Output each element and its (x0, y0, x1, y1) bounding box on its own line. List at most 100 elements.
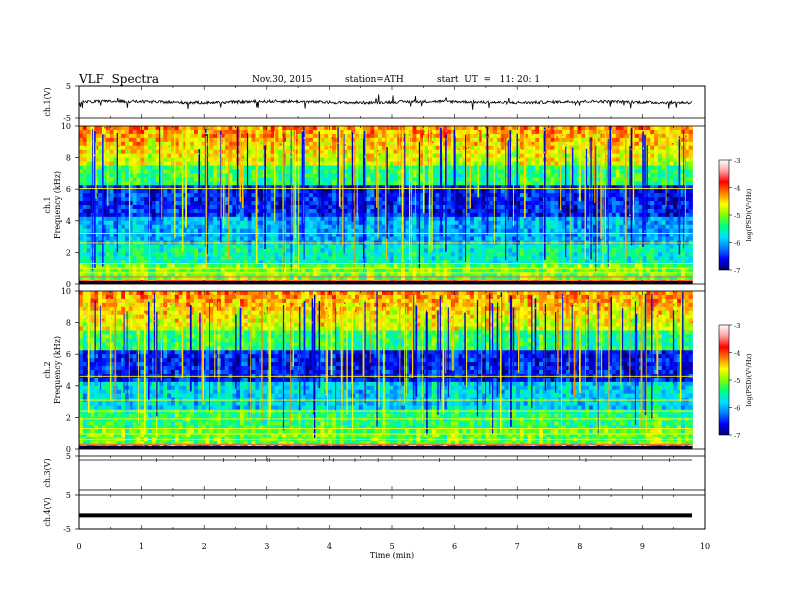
spectrogram-cell (148, 228, 153, 234)
spectrogram-cell (109, 244, 114, 249)
spectrogram-cell (531, 244, 536, 249)
spectrogram-cell (213, 236, 218, 241)
spectrogram-cell (171, 169, 176, 174)
spectrogram-cell (309, 129, 314, 135)
spectrogram-cell (301, 256, 306, 261)
spectrogram-cell (412, 208, 417, 214)
spectrogram-cell (247, 224, 252, 230)
spectrogram-cell (424, 272, 429, 277)
spectrogram-cell (174, 276, 180, 281)
spectrogram-cell (232, 232, 237, 237)
spectrogram-cell (370, 181, 375, 186)
spectrogram-cell (144, 244, 149, 249)
spectrogram-cell (144, 201, 149, 206)
spectrogram-cell (550, 201, 555, 206)
spectrogram-cell (470, 177, 475, 182)
spectrogram-cell (504, 173, 509, 178)
spectrogram-cell (366, 177, 371, 182)
spectrogram-cell (454, 177, 459, 182)
spectrogram-cell (174, 153, 180, 158)
spectrogram-cell (286, 228, 291, 234)
spectrogram-cell (263, 268, 268, 273)
spectrogram-cell (473, 149, 479, 155)
spectrogram-cell (531, 165, 536, 170)
spectrogram-cell (98, 137, 103, 143)
spectrogram-cell (477, 137, 482, 143)
spectrogram-cell (447, 126, 452, 131)
spectrogram-cell (82, 276, 88, 281)
spectrogram-cell (228, 193, 233, 198)
spectrogram-cell (470, 236, 475, 241)
spectrogram-cell (531, 256, 536, 261)
spectrogram-cell (473, 260, 479, 265)
spectrogram-cell (397, 272, 402, 277)
spectrogram-cell (527, 205, 532, 210)
spectrogram-cell (140, 260, 145, 265)
spectrogram-cell (174, 201, 180, 206)
spectrogram-cell (82, 205, 88, 210)
spectrogram-cell (523, 153, 528, 158)
spectrogram-cell (79, 256, 84, 261)
spectrogram-cell (217, 264, 222, 269)
spectrogram-cell (224, 272, 229, 277)
spectrogram-cell (458, 173, 463, 178)
spectrogram-cell (385, 248, 390, 253)
spectrogram-cell (228, 268, 233, 273)
spectrogram-cell (516, 129, 521, 135)
spectrogram-cell (167, 185, 172, 190)
spectrogram-cell (82, 157, 88, 162)
spectrogram-cell (213, 224, 218, 230)
spectrogram-cell (209, 205, 214, 210)
spectrogram-cell (259, 256, 264, 261)
spectrogram-cell (374, 264, 379, 269)
spectrogram-cell (450, 137, 456, 143)
spectrogram-cell (481, 256, 486, 261)
spectrogram-cell (424, 161, 429, 166)
spectrogram-cell (121, 141, 126, 147)
spectrogram-cell (458, 232, 463, 237)
spectrogram-cell (427, 248, 433, 253)
spectrogram-cell (163, 189, 168, 194)
spectrogram-cell (259, 145, 264, 151)
spectrogram-cell (404, 232, 410, 237)
spectrogram-cell (500, 177, 505, 182)
spectrogram-cell (320, 244, 325, 249)
spectrogram-cell (113, 181, 118, 186)
spectrogram-cell (136, 185, 141, 190)
spectrogram-cell (113, 224, 118, 230)
spectrogram-cell (554, 181, 559, 186)
spectrogram-cell (278, 264, 283, 269)
spectrogram-cell (339, 157, 344, 162)
spectrogram-cell (113, 169, 118, 174)
spectrogram-cell (416, 129, 421, 135)
spectrogram-cell (209, 137, 214, 143)
spectrogram-cell (282, 256, 287, 261)
spectrogram-cell (309, 264, 314, 269)
spectrogram-cell (217, 220, 222, 226)
spectrogram-cell (79, 141, 84, 147)
spectrogram-cell (374, 260, 379, 265)
spectrogram-cell (270, 185, 275, 190)
spectrogram-cell (201, 224, 206, 230)
spectrogram-cell (347, 161, 352, 166)
spectrogram-cell (174, 177, 180, 182)
spectrogram-cell (159, 232, 164, 237)
spectrogram-cell (309, 256, 314, 261)
spectrogram-cell (374, 268, 379, 273)
spectrogram-cell (519, 129, 525, 135)
spectrogram-cell (439, 232, 444, 237)
spectrogram-cell (163, 232, 168, 237)
spectrogram-cell (167, 220, 172, 226)
spectrogram-cell (194, 157, 199, 162)
spectrogram-cell (332, 208, 337, 214)
spectrogram-cell (151, 169, 157, 174)
spectrogram-cell (412, 173, 417, 178)
spectrogram-cell (274, 224, 279, 230)
spectrogram-cell (358, 165, 364, 170)
spectrogram-cell (182, 244, 187, 249)
spectrogram-cell (374, 252, 379, 257)
spectrogram-cell (431, 133, 436, 139)
spectrogram-cell (148, 145, 153, 151)
spectrogram-cell (201, 264, 206, 269)
spectrogram-cell (500, 153, 505, 158)
